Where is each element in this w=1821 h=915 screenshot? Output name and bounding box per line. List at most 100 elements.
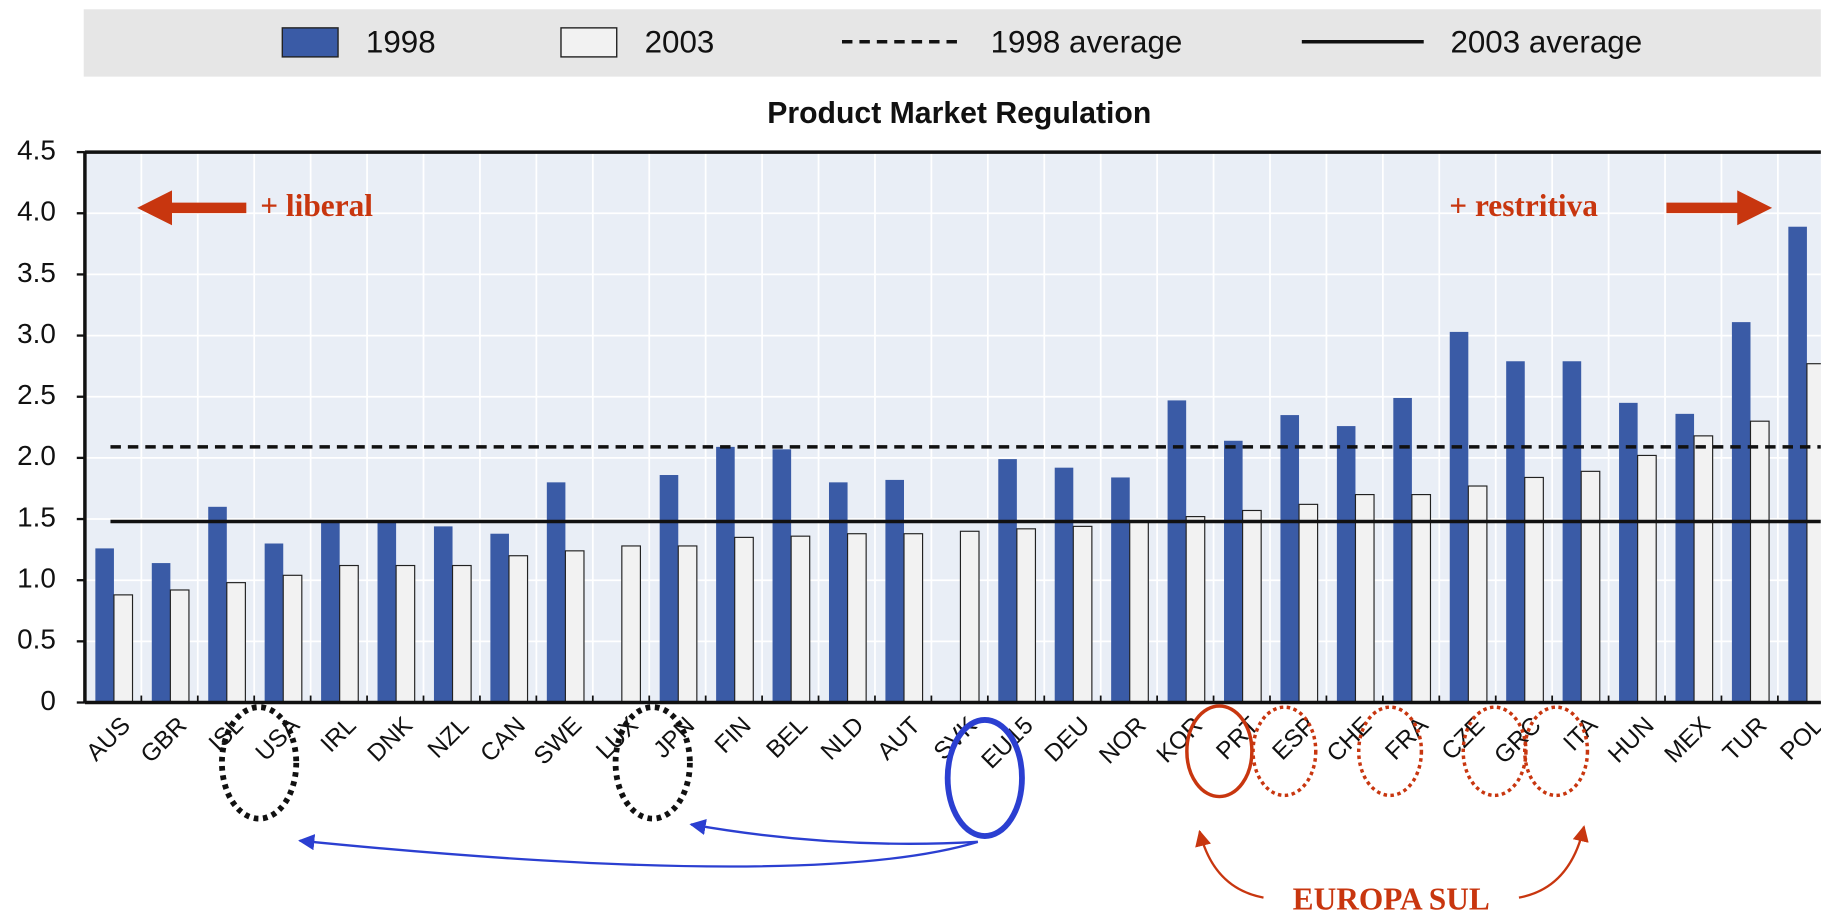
bar	[1411, 493, 1432, 704]
bar	[677, 545, 698, 704]
bar	[546, 482, 566, 703]
arrow	[1195, 829, 1264, 899]
x-tick-label: NZL	[423, 712, 475, 764]
annotation: EUROPA SUL	[1293, 881, 1490, 915]
y-tick-label: 1.0	[17, 563, 56, 594]
x-tick-label: KOR	[1152, 712, 1208, 768]
x-tick-label: AUT	[872, 712, 926, 766]
bar	[264, 543, 284, 703]
bar	[282, 574, 303, 704]
bar	[959, 530, 980, 704]
bar	[1449, 331, 1469, 703]
bar	[1054, 467, 1074, 703]
x-tick-label: CHE	[1322, 712, 1377, 767]
bar	[339, 564, 359, 704]
arrow-head	[1737, 190, 1773, 226]
legend-label: 1998	[366, 24, 436, 59]
y-tick-label: 2.5	[17, 379, 56, 410]
highlight	[219, 704, 300, 822]
bar	[1129, 520, 1149, 704]
bar	[208, 506, 227, 703]
y-tick-label: 0.5	[17, 624, 56, 655]
bar	[1788, 226, 1807, 703]
bar	[1806, 363, 1821, 704]
bar	[1242, 509, 1262, 704]
bar	[1693, 435, 1714, 704]
bar	[1280, 415, 1300, 703]
highlight	[1251, 705, 1318, 798]
y-tick-label: 3.5	[17, 257, 56, 288]
bar	[621, 545, 641, 704]
x-tick-label: IRL	[316, 712, 362, 758]
x-tick-label: HUN	[1603, 712, 1659, 768]
chart-title: Product Market Regulation	[767, 97, 1151, 130]
bar	[1637, 454, 1657, 704]
bar	[226, 582, 246, 704]
bar	[1562, 361, 1582, 703]
annotation-shapes	[137, 190, 1773, 899]
x-tick-label: FRA	[1380, 711, 1434, 765]
bar	[1167, 400, 1187, 703]
x-tick-label: CAN	[475, 712, 530, 767]
bar	[1749, 420, 1770, 704]
bar	[1506, 361, 1525, 703]
bar	[828, 482, 848, 703]
y-tick-label: 0	[40, 685, 56, 716]
arrow-head	[137, 190, 172, 226]
x-tick-label: ISL	[204, 712, 249, 757]
x-tick-label: NLD	[816, 712, 870, 766]
bar	[169, 589, 190, 704]
bar	[1524, 476, 1544, 704]
y-tick-label: 2.0	[17, 440, 56, 471]
bar	[1111, 477, 1130, 703]
bar	[508, 555, 529, 704]
bar	[734, 536, 754, 704]
legend-label: 2003 average	[1450, 24, 1642, 59]
x-tick-label: DNK	[363, 712, 418, 767]
x-tick-label: JPN	[649, 712, 701, 764]
bar	[321, 520, 340, 703]
y-tick-label: 4.0	[17, 196, 56, 227]
highlight	[612, 704, 693, 822]
annotation: + liberal	[260, 188, 373, 223]
annotation: + restritiva	[1449, 188, 1598, 223]
x-tick-label: POL	[1775, 712, 1821, 766]
bar	[1336, 426, 1356, 703]
bar	[659, 475, 679, 703]
bar	[564, 550, 585, 704]
bar	[846, 533, 867, 704]
x-tick-label: MEX	[1660, 712, 1716, 768]
bar	[903, 533, 924, 704]
bar	[395, 564, 416, 704]
bar	[1467, 485, 1488, 704]
bar	[998, 459, 1017, 703]
bar	[113, 594, 134, 704]
x-tick-label: PRT	[1211, 712, 1264, 765]
arrow	[1518, 825, 1589, 899]
x-tick-label: GBR	[136, 712, 192, 768]
bar	[790, 535, 811, 704]
highlight	[1356, 705, 1424, 798]
bar	[1731, 322, 1751, 703]
x-tick-label: BEL	[761, 712, 813, 764]
bar	[885, 479, 904, 703]
y-tick-label: 4.5	[17, 134, 56, 165]
y-tick-label: 1.5	[17, 501, 56, 532]
x-tick-label: FIN	[710, 712, 757, 759]
bar	[1619, 402, 1638, 703]
highlight	[944, 717, 1025, 839]
bar	[1393, 397, 1412, 703]
bar	[1675, 413, 1695, 703]
highlight	[1523, 705, 1590, 798]
legend-label: 2003	[645, 24, 715, 59]
x-tick-label: AUS	[81, 712, 136, 767]
bar	[1072, 525, 1093, 704]
bar	[1298, 503, 1319, 704]
x-tick-label: SWE	[529, 712, 587, 770]
bar	[451, 564, 472, 704]
x-tick-label: GRC	[1489, 712, 1546, 769]
bar	[1185, 516, 1206, 704]
bar	[1016, 528, 1037, 704]
